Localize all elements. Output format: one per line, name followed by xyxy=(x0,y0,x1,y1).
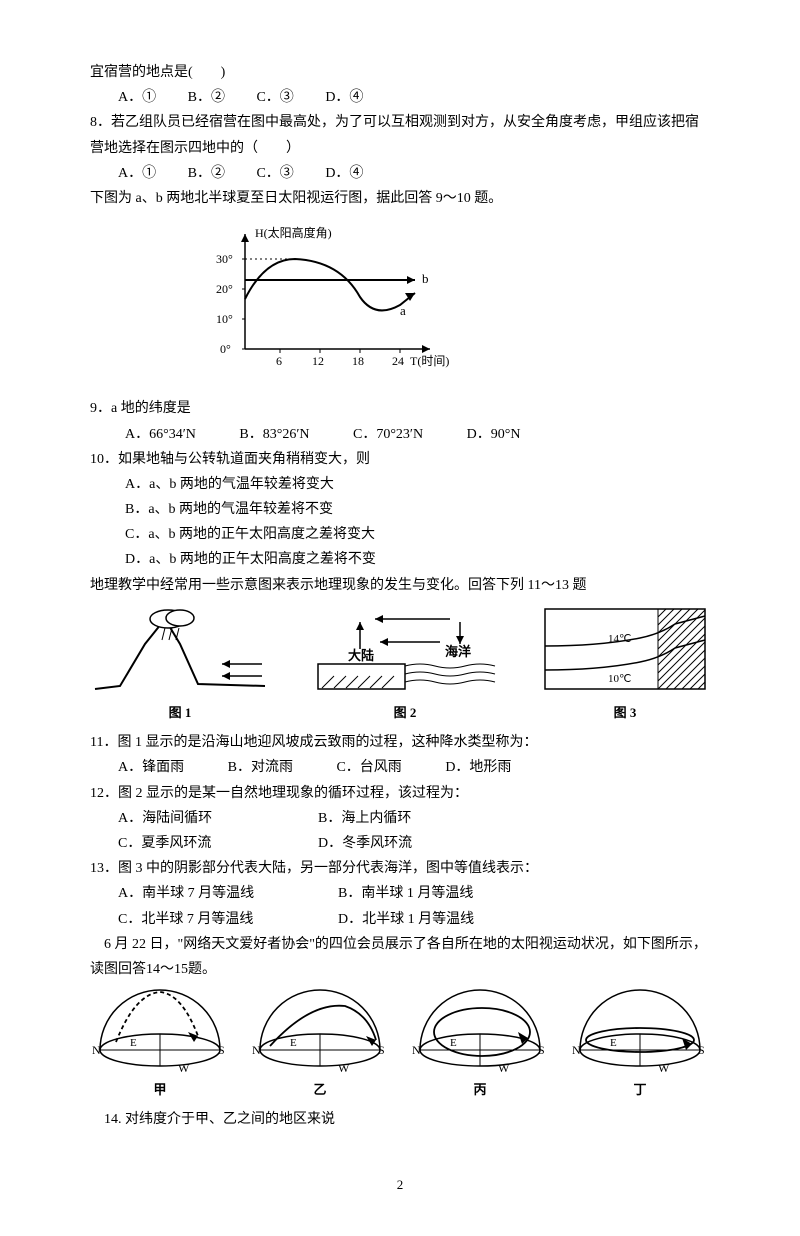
svg-text:大陆: 大陆 xyxy=(348,648,374,663)
q7-opt-b: B．② xyxy=(188,85,225,110)
figure-2: 大陆 海洋 图 2 xyxy=(310,604,500,724)
q12-opt-c: C．夏季风环流 xyxy=(118,831,318,856)
q12-stem: 12．图 2 显示的是某一自然地理现象的循环过程，该过程为： xyxy=(90,781,710,806)
xlabel: T(时间) xyxy=(410,354,449,368)
page-number: 2 xyxy=(90,1173,710,1196)
ytick-0: 0° xyxy=(220,342,231,356)
q7-stem: 宜宿营的地点是( ) xyxy=(90,60,710,85)
intro-11-13: 地理教学中经常用一些示意图来表示地理现象的发生与变化。回答下列 11～13 题 xyxy=(90,573,710,598)
q14-stem: 14. 对纬度介于甲、乙之间的地区来说 xyxy=(90,1107,710,1132)
intro-14-15: 6 月 22 日，"网络天文爱好者协会"的四位会员展示了各自所在地的太阳视运动状… xyxy=(90,932,710,982)
q13-opt-b: B．南半球 1 月等温线 xyxy=(338,886,473,901)
figure-3-label: 图 3 xyxy=(614,701,637,724)
svg-text:E: E xyxy=(130,1037,137,1049)
q11-stem: 11．图 1 显示的是沿海山地迎风坡成云致雨的过程，这种降水类型称为： xyxy=(90,730,710,755)
svg-text:N: N xyxy=(572,1043,581,1057)
chart-sun-altitude: 0° 10° 20° 30° 6 12 18 24 T(时间) H(太阳高度角)… xyxy=(90,219,710,388)
q11-options: A．锋面雨 B．对流雨 C．台风雨 D．地形雨 xyxy=(90,755,710,780)
figure-2-label: 图 2 xyxy=(394,701,417,724)
q8-opt-d: D．④ xyxy=(325,161,363,186)
svg-text:W: W xyxy=(498,1061,510,1075)
q10-opt-d: D．a、b 两地的正午太阳高度之差将不变 xyxy=(125,547,710,572)
ytick-10: 10° xyxy=(216,312,233,326)
q13-options: A．南半球 7 月等温线B．南半球 1 月等温线 C．北半球 7 月等温线D．北… xyxy=(90,881,710,931)
q11-opt-d: D．地形雨 xyxy=(445,755,511,780)
q11-opt-b: B．对流雨 xyxy=(228,755,293,780)
q8-options: A．① B．② C．③ D．④ xyxy=(90,161,710,186)
figure-1: 图 1 xyxy=(90,604,270,724)
q12-opt-d: D．冬季风环流 xyxy=(318,836,412,851)
svg-text:E: E xyxy=(610,1037,617,1049)
intro-9-10: 下图为 a、b 两地北半球夏至日太阳视运行图，据此回答 9～10 题。 xyxy=(90,186,710,211)
q10-opt-a: A．a、b 两地的气温年较差将变大 xyxy=(125,472,710,497)
q12-opt-a: A．海陆间循环 xyxy=(118,806,318,831)
xtick-18: 18 xyxy=(352,354,364,368)
svg-text:10℃: 10℃ xyxy=(608,673,631,685)
xtick-24: 24 xyxy=(392,354,404,368)
ytick-30: 30° xyxy=(216,252,233,266)
q9-opt-d: D．90°N xyxy=(467,422,521,447)
q9-opt-a: A．66°34′N xyxy=(125,422,196,447)
svg-text:E: E xyxy=(290,1037,297,1049)
q8-stem: 8．若乙组队员已经宿营在图中最高处，为了可以互相观测到对方，从安全角度考虑，甲组… xyxy=(90,110,710,160)
q12-opt-b: B．海上内循环 xyxy=(318,811,411,826)
svg-text:S: S xyxy=(218,1043,225,1057)
q9-options: A．66°34′N B．83°26′N C．70°23′N D．90°N xyxy=(90,422,710,447)
figure-3: 14℃ 10℃ 图 3 xyxy=(540,604,710,724)
dome-jia-label: 甲 xyxy=(153,1078,166,1101)
q10-options: A．a、b 两地的气温年较差将变大 B．a、b 两地的气温年较差将不变 C．a、… xyxy=(90,472,710,573)
q10-opt-c: C．a、b 两地的正午太阳高度之差将变大 xyxy=(125,522,710,547)
q9-opt-b: B．83°26′N xyxy=(239,422,309,447)
q9-stem: 9．a 地的纬度是 xyxy=(90,396,710,421)
dome-bing: N S E W 丙 xyxy=(410,988,550,1101)
svg-text:S: S xyxy=(538,1043,545,1057)
q13-opt-c: C．北半球 7 月等温线 xyxy=(118,907,338,932)
label-a: a xyxy=(400,303,406,318)
svg-text:W: W xyxy=(338,1061,350,1075)
dome-figures: N S E W 甲 N S E W 乙 N xyxy=(90,988,710,1101)
q7-options: A．① B．② C．③ D．④ xyxy=(90,85,710,110)
svg-text:14℃: 14℃ xyxy=(608,633,631,645)
dome-jia: N S E W 甲 xyxy=(90,988,230,1101)
svg-text:N: N xyxy=(92,1043,101,1057)
q10-stem: 10．如果地轴与公转轨道面夹角稍稍变大，则 xyxy=(90,447,710,472)
q9-opt-c: C．70°23′N xyxy=(353,422,423,447)
svg-text:S: S xyxy=(698,1043,705,1057)
q7-opt-d: D．④ xyxy=(325,85,363,110)
dome-bing-label: 丙 xyxy=(473,1078,486,1101)
q13-opt-d: D．北半球 1 月等温线 xyxy=(338,912,474,927)
q8-opt-c: C．③ xyxy=(256,161,293,186)
svg-text:N: N xyxy=(412,1043,421,1057)
svg-text:S: S xyxy=(378,1043,385,1057)
q11-opt-a: A．锋面雨 xyxy=(118,755,184,780)
svg-text:海洋: 海洋 xyxy=(445,644,471,659)
xtick-12: 12 xyxy=(312,354,324,368)
figure-1-label: 图 1 xyxy=(169,701,192,724)
ytick-20: 20° xyxy=(216,282,233,296)
dome-yi: N S E W 乙 xyxy=(250,988,390,1101)
svg-text:W: W xyxy=(658,1061,670,1075)
dome-ding: N S E W 丁 xyxy=(570,988,710,1101)
ylabel: H(太阳高度角) xyxy=(255,225,332,240)
q11-opt-c: C．台风雨 xyxy=(336,755,401,780)
q8-opt-b: B．② xyxy=(188,161,225,186)
q8-opt-a: A．① xyxy=(118,161,156,186)
svg-text:N: N xyxy=(252,1043,261,1057)
svg-text:E: E xyxy=(450,1037,457,1049)
label-b: b xyxy=(422,271,429,286)
figures-11-13: 图 1 大陆 海洋 图 2 xyxy=(90,604,710,724)
dome-yi-label: 乙 xyxy=(313,1078,326,1101)
svg-text:W: W xyxy=(178,1061,190,1075)
q13-stem: 13．图 3 中的阴影部分代表大陆，另一部分代表海洋，图中等值线表示： xyxy=(90,856,710,881)
q12-options: A．海陆间循环B．海上内循环 C．夏季风环流D．冬季风环流 xyxy=(90,806,710,856)
q7-opt-a: A．① xyxy=(118,85,156,110)
xtick-6: 6 xyxy=(276,354,282,368)
q13-opt-a: A．南半球 7 月等温线 xyxy=(118,881,338,906)
q7-opt-c: C．③ xyxy=(256,85,293,110)
dome-ding-label: 丁 xyxy=(633,1078,646,1101)
q10-opt-b: B．a、b 两地的气温年较差将不变 xyxy=(125,497,710,522)
